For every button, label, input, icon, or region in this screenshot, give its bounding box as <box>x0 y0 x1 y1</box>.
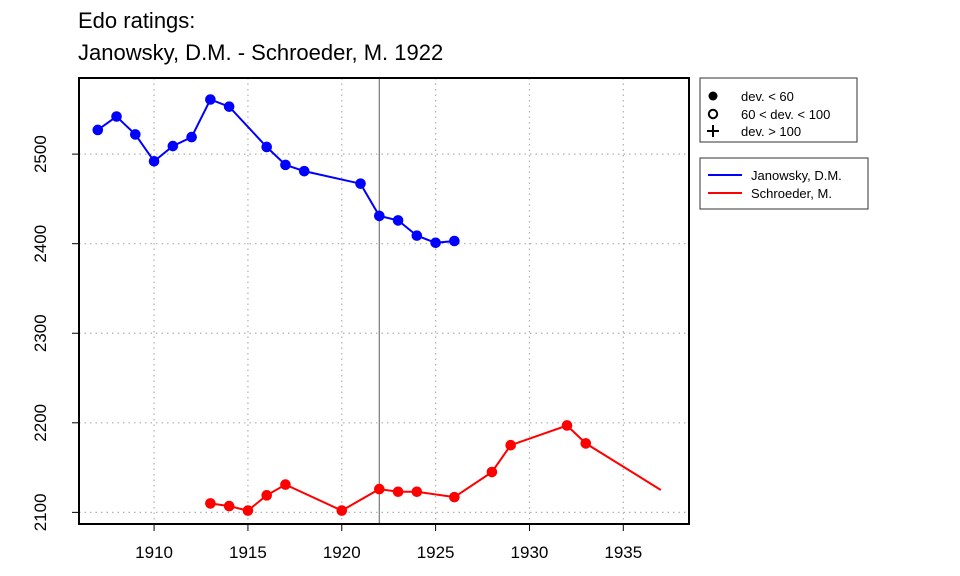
data-point <box>261 490 272 501</box>
data-point <box>280 159 291 171</box>
series-legend-box <box>699 157 869 210</box>
y-tick-label: 2500 <box>31 135 50 173</box>
data-point <box>374 210 385 222</box>
x-tick-label: 1935 <box>604 543 642 562</box>
data-point <box>449 491 460 503</box>
series-layer <box>92 94 662 516</box>
series-legend: Janowsky, D.M. Schroeder, M. <box>699 157 869 210</box>
x-tick-label: 1910 <box>135 543 173 562</box>
data-point <box>242 505 254 516</box>
x-tick-label: 1925 <box>417 543 455 562</box>
chart-title-line-2: Janowsky, D.M. - Schroeder, M. 1922 <box>78 40 444 65</box>
data-point <box>486 466 498 478</box>
data-point <box>505 439 516 451</box>
y-tick-label: 2100 <box>31 493 50 531</box>
data-point <box>430 237 441 249</box>
series-line <box>210 424 662 512</box>
data-point <box>92 124 104 136</box>
axis-layer: 1910 1915 1920 1925 1930 1935 2100 2200 2300 2400… <box>31 135 642 562</box>
data-point <box>223 101 235 112</box>
data-point <box>392 215 404 226</box>
data-point <box>355 178 366 189</box>
data-point <box>167 140 179 152</box>
data-point <box>280 479 291 490</box>
x-tick-label: 1915 <box>229 543 267 562</box>
data-point <box>111 111 122 122</box>
data-point <box>449 235 460 247</box>
data-point <box>205 498 216 509</box>
y-tick-label: 2200 <box>31 404 50 442</box>
data-point <box>261 141 272 153</box>
open-circle-icon <box>707 108 719 120</box>
x-tick-label: 1920 <box>323 543 361 562</box>
data-point <box>130 129 141 140</box>
data-point <box>411 486 423 498</box>
x-tick-label: 1930 <box>511 543 549 562</box>
data-point <box>336 505 348 516</box>
data-point <box>223 500 235 512</box>
plus-icon <box>707 125 719 137</box>
marker-legend-label: dev. < 60 <box>741 89 794 104</box>
data-point <box>561 420 573 431</box>
data-point <box>374 483 385 495</box>
series-legend-label: Janowsky, D.M. <box>751 168 842 183</box>
data-point <box>580 438 592 449</box>
series-legend-label: Schroeder, M. <box>751 186 832 201</box>
data-point <box>411 230 423 241</box>
filled-circle-icon <box>708 91 718 101</box>
data-point <box>186 131 197 143</box>
marker-legend-box <box>699 77 858 143</box>
marker-legend-label: 60 < dev. < 100 <box>741 107 830 122</box>
y-tick-label: 2400 <box>31 225 50 263</box>
data-point <box>205 94 216 105</box>
data-point <box>392 486 404 498</box>
marker-legend-label: dev. > 100 <box>741 124 801 139</box>
data-point <box>148 155 160 167</box>
data-point <box>298 165 310 177</box>
plot-frame <box>78 77 690 525</box>
chart-title-line-1: Edo ratings: <box>78 8 196 33</box>
y-tick-label: 2300 <box>31 314 50 352</box>
marker-legend: dev. < 60 60 < dev. < 100 dev. > 100 <box>699 77 858 143</box>
